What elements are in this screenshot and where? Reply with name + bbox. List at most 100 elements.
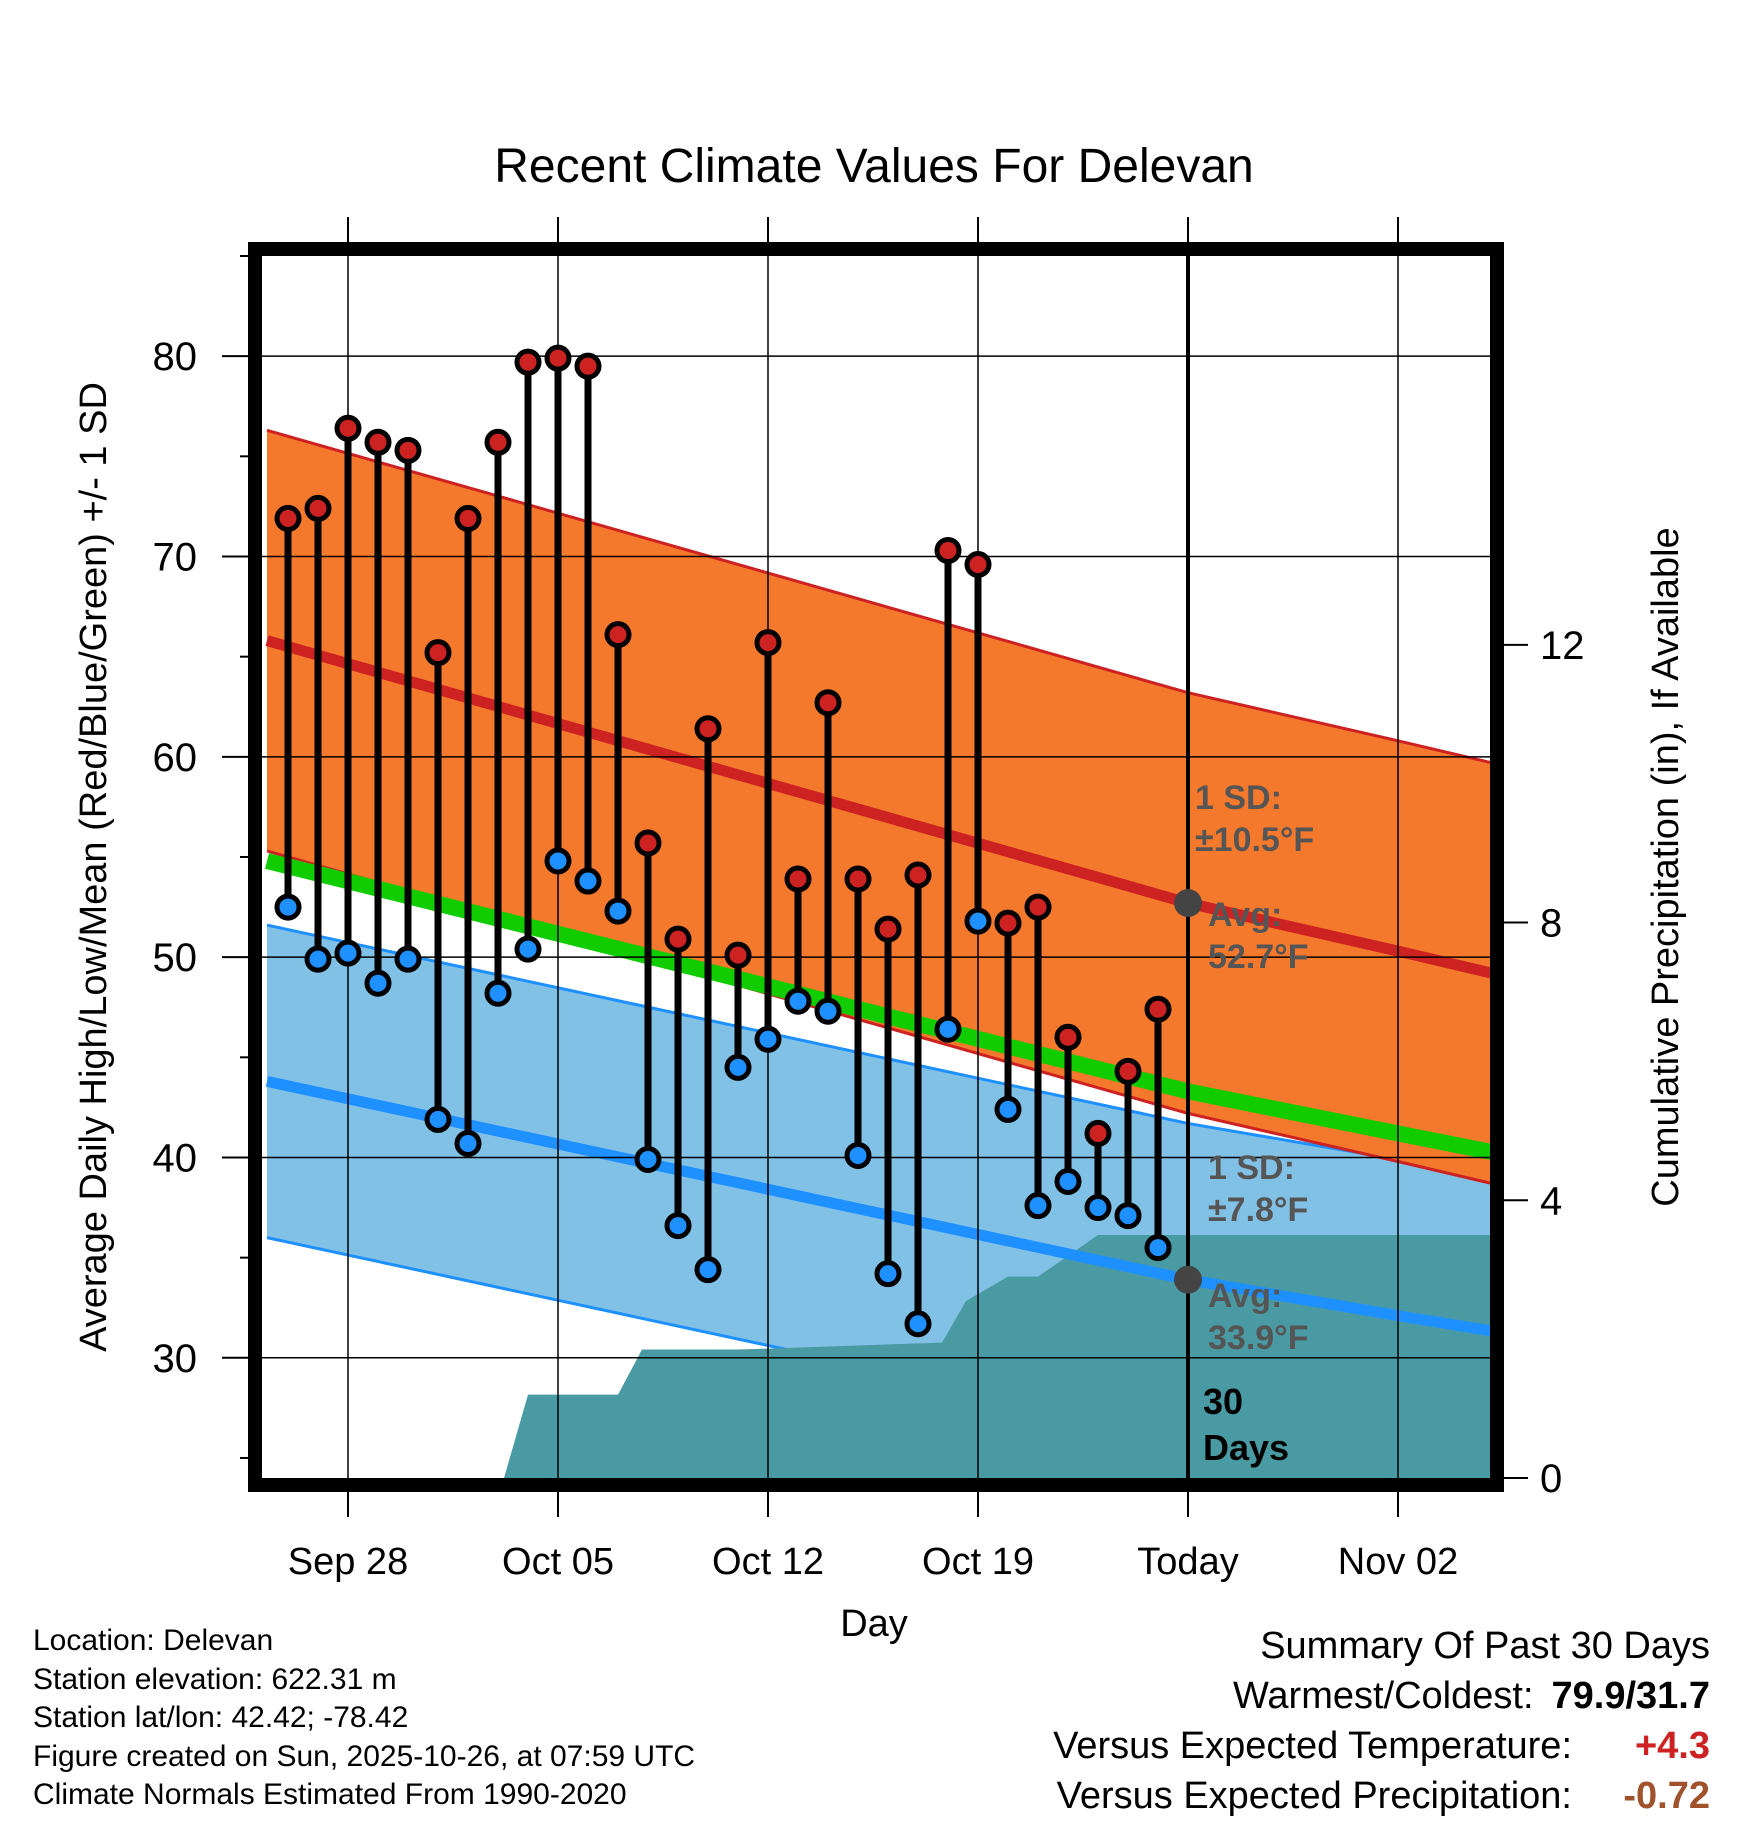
daily-low-point [1024,1192,1052,1220]
daily-high-point [694,715,722,743]
daily-high-point [484,428,512,456]
daily-high-point [874,915,902,943]
daily-low-point [814,997,842,1025]
chart-annotation: 30 [1203,1381,1243,1422]
daily-low-point [544,847,572,875]
daily-high-point [364,428,392,456]
daily-low-point [364,969,392,997]
y2-tick-label: 8 [1540,902,1562,946]
info-elevation: Station elevation: 622.31 m [33,1662,397,1696]
daily-high-point [754,629,782,657]
chart-annotation: Avg: [1208,1277,1282,1315]
daily-high-point [1114,1057,1142,1085]
daily-low-point [634,1145,662,1173]
y-tick-label: 40 [153,1136,198,1180]
plot-frame [248,242,1504,1492]
y2-tick-label: 4 [1540,1179,1562,1223]
info-location: Location: Delevan [33,1624,274,1657]
mean-normal-line [265,853,1490,1160]
x-tick-label: Oct 19 [922,1541,1034,1583]
daily-low-point [964,907,992,935]
info-normals: Climate Normals Estimated From 1990-2020 [33,1778,627,1811]
today-low-normal-marker [1174,1265,1202,1294]
chart-annotation: Days [1203,1427,1289,1468]
chart-annotation: 33.9°F [1208,1319,1309,1357]
low-normal-line [265,1075,1490,1337]
chart-annotation: 52.7°F [1208,938,1309,976]
daily-high-point [424,639,452,667]
summary-temp-value: +4.3 [1634,1725,1710,1767]
chart-annotation: Avg: [1208,896,1282,934]
daily-low-point [904,1310,932,1338]
daily-high-point [934,536,962,564]
chart-annotation: ±10.5°F [1195,821,1314,859]
y2-tick-label: 12 [1540,624,1585,668]
summary-warmest-label: Warmest/Coldest: [1232,1675,1534,1717]
info-created: Figure created on Sun, 2025-10-26, at 07… [33,1739,696,1773]
daily-low-point [574,867,602,895]
y-tick-label: 50 [153,936,198,980]
summary-warmest-value: 79.9/31.7 [1551,1675,1710,1717]
daily-high-point [544,344,572,372]
daily-low-point [334,939,362,967]
y-tick-label: 70 [153,535,198,579]
daily-low-point [694,1256,722,1284]
y-axis-label: Average Daily High/Low/Mean (Red/Blue/Gr… [73,382,115,1352]
daily-low-point [514,935,542,963]
daily-low-point [1114,1202,1142,1230]
daily-high-point [964,551,992,579]
daily-high-point [1024,893,1052,921]
summary-temp-row: Versus Expected Temperature: +4.3 [810,1721,1710,1771]
x-tick-label: Oct 12 [712,1541,824,1583]
today-high-normal-marker [1174,889,1202,918]
y2-tick-label: 0 [1540,1457,1562,1501]
high-sd-upper-edge [266,428,1490,764]
daily-low-point [844,1141,872,1169]
daily-low-point [874,1260,902,1288]
daily-high-point [574,352,602,380]
y-tick-label: 60 [153,736,198,780]
summary-title: Summary Of Past 30 Days [1260,1625,1710,1667]
daily-high-point [814,689,842,717]
daily-low-point [394,945,422,973]
daily-low-point [424,1105,452,1133]
summary-panel: Summary Of Past 30 Days Warmest/Coldest:… [810,1621,1710,1821]
daily-low-point [724,1053,752,1081]
info-latlon: Station lat/lon: 42.42; -78.42 [33,1701,409,1734]
daily-high-point [1144,995,1172,1023]
y-tick-label: 30 [153,1337,198,1381]
daily-low-point [754,1025,782,1053]
chart-annotation: 1 SD: [1195,779,1282,817]
high-sd-band [267,430,1490,1184]
high-normal-line [265,635,1490,979]
daily-high-point [334,414,362,442]
daily-low-point [304,945,332,973]
daily-high-point [454,504,482,532]
daily-low-point [784,987,812,1015]
daily-high-point [604,621,632,649]
daily-high-point [514,348,542,376]
daily-high-point [634,829,662,857]
daily-low-point [1144,1234,1172,1262]
daily-high-point [1084,1119,1112,1147]
summary-precip-label: Versus Expected Precipitation: [1056,1775,1572,1817]
daily-low-point [274,893,302,921]
daily-high-point [1054,1023,1082,1051]
station-info: Location: Delevan Station elevation: 622… [33,1622,695,1815]
daily-low-point [1084,1194,1112,1222]
chart-annotation: 1 SD: [1208,1149,1295,1187]
daily-high-point [904,861,932,889]
daily-low-point [454,1129,482,1157]
x-axis-label: Day [840,1603,908,1645]
daily-high-point [274,504,302,532]
summary-temp-label: Versus Expected Temperature: [1053,1725,1572,1767]
x-tick-label: Nov 02 [1338,1541,1458,1583]
daily-high-point [724,941,752,969]
daily-high-point [394,436,422,464]
daily-high-point [784,865,812,893]
x-tick-label: Oct 05 [502,1541,614,1583]
y-tick-label: 80 [153,335,198,379]
y2-axis-label: Cumulative Precipitation (in), If Availa… [1645,527,1687,1206]
chart-annotation: ±7.8°F [1208,1191,1308,1229]
